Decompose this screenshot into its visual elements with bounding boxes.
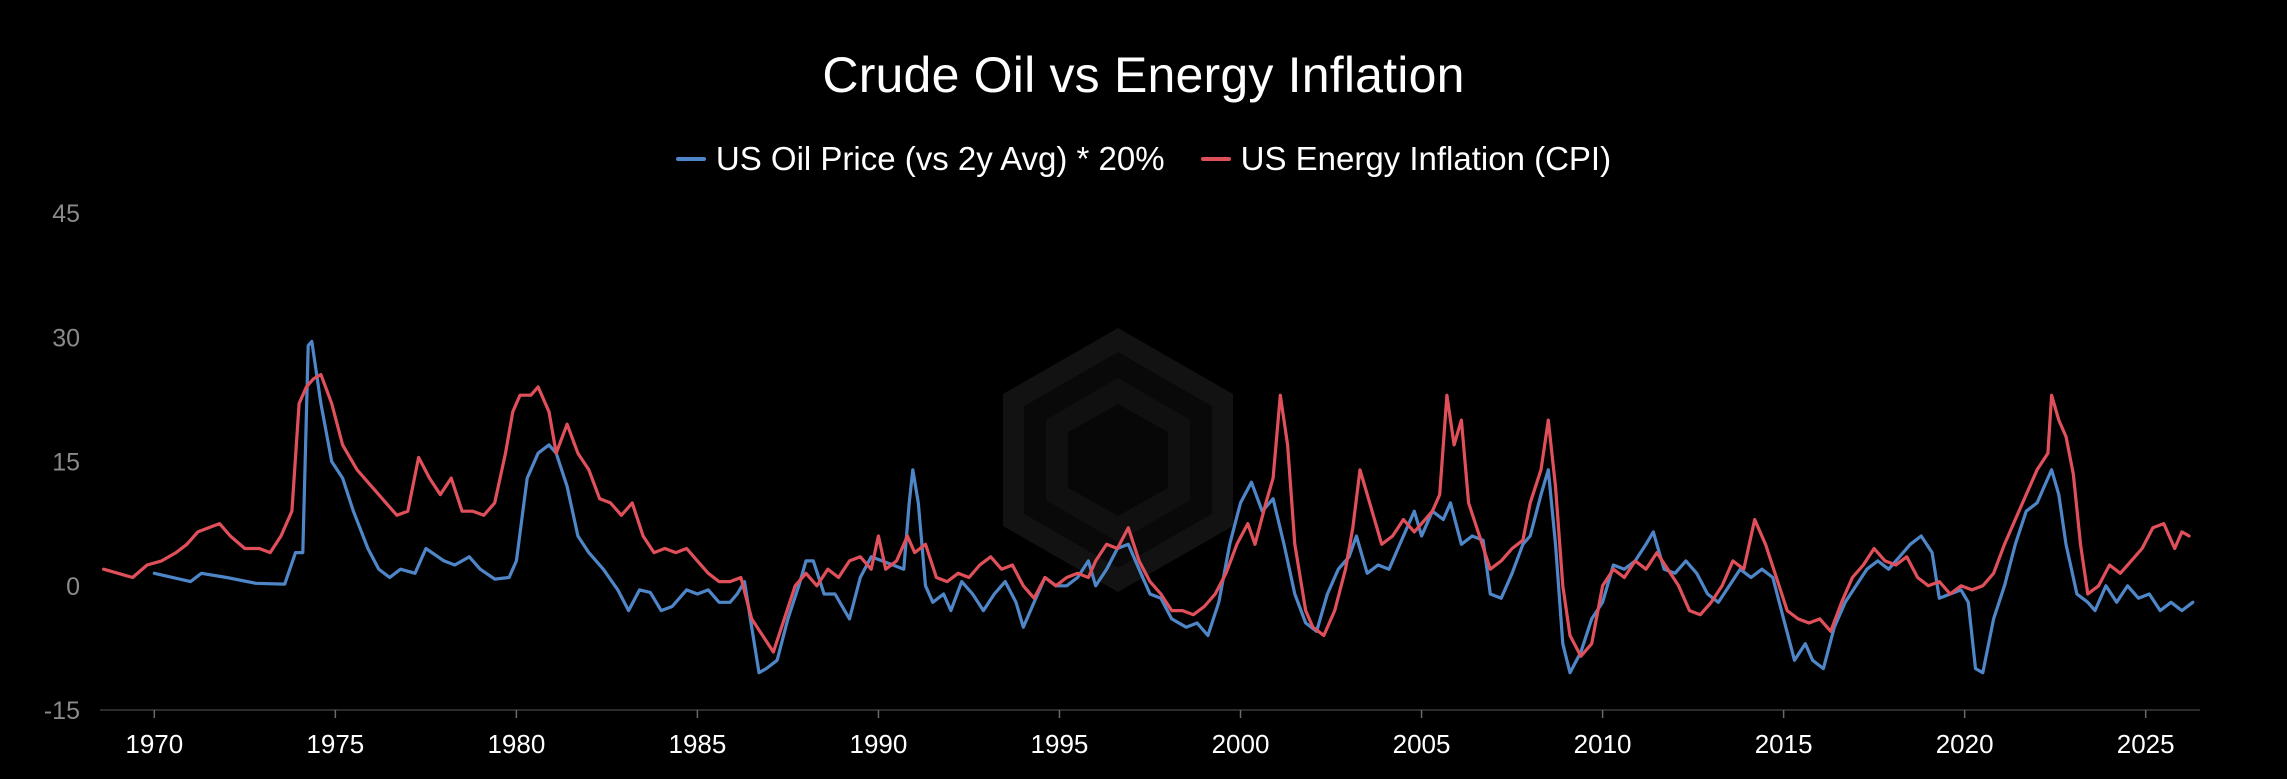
y-tick-label: 0 [66,573,80,601]
y-tick-label: 30 [52,324,80,352]
x-tick-label: 1995 [1031,729,1089,759]
legend-label-oil: US Oil Price (vs 2y Avg) * 20% [715,140,1165,177]
legend-item-energy-cpi[interactable]: US Energy Inflation (CPI) [1200,140,1612,178]
chart-title: Crude Oil vs Energy Inflation [822,47,1465,103]
x-tick-label: 2000 [1212,729,1270,759]
x-tick-label: 2010 [1574,729,1632,759]
watermark-logo [1003,328,1233,592]
legend-swatch-oil [675,157,706,161]
y-tick-label: 15 [52,449,80,477]
x-tick-label: 2015 [1755,729,1813,759]
legend-label-energy-cpi: US Energy Inflation (CPI) [1240,140,1612,177]
x-tick-label: 1990 [850,729,908,759]
x-tick-label: 1975 [306,729,364,759]
x-tick-label: 2020 [1936,729,1994,759]
y-tick-label: -15 [44,697,80,725]
x-tick-label: 1970 [125,729,183,759]
x-tick-label: 1980 [487,729,545,759]
series-layer [102,339,2195,675]
x-tick-label: 2005 [1393,729,1451,759]
legend-item-oil[interactable]: US Oil Price (vs 2y Avg) * 20% [675,140,1165,178]
legend-swatch-energy-cpi [1200,157,1231,161]
chart-legend: US Oil Price (vs 2y Avg) * 20% US Energy… [0,140,2287,178]
x-tick-label: 2025 [2117,729,2175,759]
series-line-energy-cpi[interactable] [102,372,2191,658]
x-tick-label: 1985 [668,729,726,759]
y-axis: 45 30 15 0 -15 [44,200,80,725]
x-axis: 1970 1975 1980 1985 1990 1995 2000 2005 2010 2015… [100,709,2200,759]
y-tick-label: 45 [52,200,80,228]
